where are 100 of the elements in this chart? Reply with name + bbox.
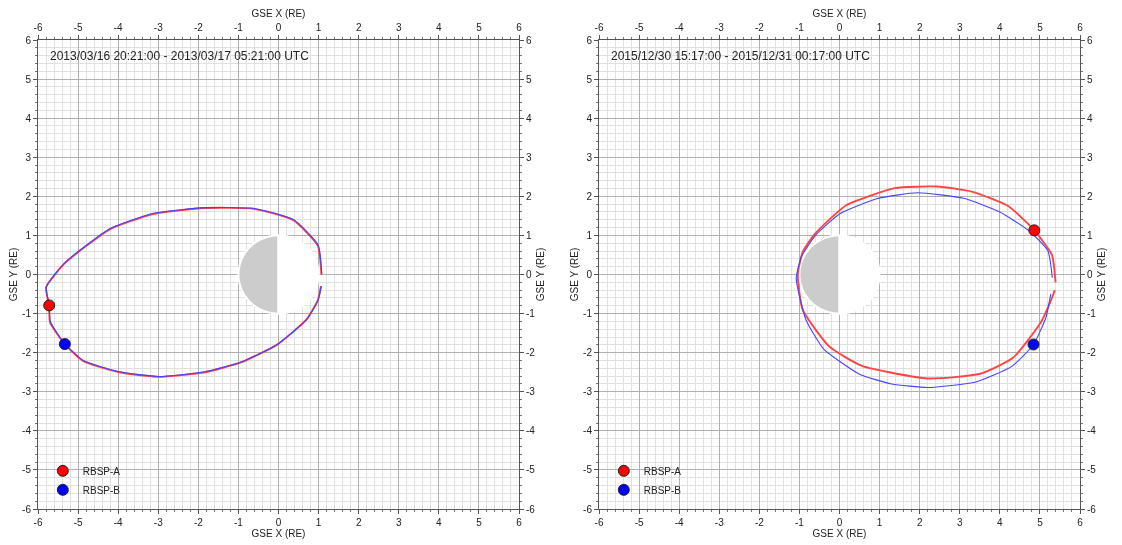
- x-tick-label: 4: [436, 22, 443, 33]
- y-tick-label: 4: [586, 112, 593, 124]
- x2-tick-label: 3: [956, 517, 963, 528]
- x-tick-label: -3: [714, 22, 725, 33]
- x2-tick-label: -3: [714, 517, 725, 528]
- y2-tick-label: 6: [526, 34, 532, 46]
- x-tick-label: -6: [594, 22, 604, 33]
- y-tick-label: 2: [25, 190, 32, 202]
- y-axis-title: GSE Y (RE): [8, 247, 20, 302]
- x2-tick-label: 1: [315, 517, 322, 528]
- x-tick-label: 1: [876, 22, 883, 33]
- y2-tick-label: -1: [526, 308, 536, 320]
- y-tick-label: 5: [586, 73, 593, 85]
- x2-tick-label: 6: [1077, 517, 1084, 528]
- y-tick-label: -1: [583, 308, 593, 320]
- y-tick-label: -4: [583, 425, 593, 437]
- y2-tick-label: -3: [1087, 386, 1097, 398]
- x2-tick-label: 0: [836, 517, 843, 528]
- y2-tick-label: 4: [1087, 112, 1093, 124]
- x2-tick-label: 4: [997, 517, 1004, 528]
- x2-tick-label: -2: [193, 517, 204, 528]
- x-tick-label: -5: [634, 22, 644, 33]
- y-tick-label: 3: [25, 151, 32, 163]
- x-axis-title: GSE X (RE): [812, 528, 867, 539]
- x-axis-title: GSE X (RE): [251, 528, 306, 539]
- y-tick-label: -5: [583, 464, 593, 476]
- y-tick-label: 2: [586, 190, 593, 202]
- y-tick-label: 0: [586, 269, 593, 280]
- x-tick-label: -4: [113, 22, 124, 33]
- x-tick-label: -2: [754, 22, 765, 33]
- y2-tick-label: -3: [526, 386, 536, 398]
- x2-tick-label: -5: [73, 517, 83, 528]
- x2-tick-label: 3: [395, 517, 402, 528]
- x2-tick-label: 5: [1037, 517, 1044, 528]
- x2-tick-label: 2: [916, 517, 923, 528]
- y2-tick-label: -5: [526, 464, 536, 476]
- text: 2013/03/16 20:21:00 - 2013/03/17 05:21:00 UTC: [50, 49, 310, 63]
- x2-tick-label: 0: [275, 517, 282, 528]
- legend-label: RBSP-B: [643, 484, 682, 496]
- x2-axis-title: GSE X (RE): [251, 8, 306, 19]
- x2-tick-label: -1: [233, 517, 244, 528]
- y2-tick-label: 1: [526, 229, 532, 241]
- y2-tick-label: -4: [526, 425, 536, 437]
- y-tick-label: 0: [25, 269, 32, 280]
- y2-tick-label: 5: [526, 73, 532, 85]
- y-tick-label: 5: [25, 73, 32, 85]
- x-tick-label: 3: [956, 22, 963, 33]
- y2-tick-label: 4: [526, 112, 532, 124]
- x2-tick-label: -2: [754, 517, 765, 528]
- y-tick-label: -4: [22, 425, 32, 437]
- y-tick-label: -1: [22, 308, 32, 320]
- y-tick-label: -6: [22, 503, 32, 515]
- y2-tick-label: 0: [526, 269, 532, 280]
- y-tick-label: 6: [25, 34, 32, 46]
- x2-tick-label: -3: [153, 517, 164, 528]
- legend-label: RBSP-B: [82, 484, 121, 496]
- x-tick-label: 6: [516, 22, 523, 33]
- x-tick-label: 4: [997, 22, 1004, 33]
- x-tick-label: 2: [355, 22, 362, 33]
- y-tick-label: -2: [22, 347, 32, 359]
- y2-tick-label: 0: [1087, 269, 1093, 280]
- legend-label: RBSP-A: [643, 465, 682, 477]
- x2-tick-label: -4: [674, 517, 685, 528]
- legend-label: RBSP-A: [82, 465, 121, 477]
- x-tick-label: 6: [1077, 22, 1084, 33]
- y-axis-title: GSE Y (RE): [569, 247, 581, 302]
- x2-tick-label: 2: [355, 517, 362, 528]
- y2-axis-title: GSE Y (RE): [1095, 247, 1107, 302]
- y-tick-label: 3: [586, 151, 593, 163]
- y-tick-label: -2: [583, 347, 593, 359]
- y2-tick-label: 2: [1087, 190, 1093, 202]
- y2-tick-label: 3: [1087, 151, 1093, 163]
- y2-tick-label: -4: [1087, 425, 1097, 437]
- y-tick-label: 4: [25, 112, 32, 124]
- x2-tick-label: -5: [634, 517, 644, 528]
- y2-tick-label: 3: [526, 151, 532, 163]
- x-tick-label: 5: [476, 22, 483, 33]
- y-tick-label: 1: [25, 229, 32, 241]
- y2-tick-label: -2: [526, 347, 536, 359]
- x-tick-label: 2: [916, 22, 923, 33]
- x-tick-label: -6: [33, 22, 43, 33]
- text: 2015/12/30 15:17:00 - 2015/12/31 00:17:00 UTC: [611, 49, 871, 63]
- y-tick-label: 6: [586, 34, 593, 46]
- x2-tick-label: -6: [594, 517, 604, 528]
- y-tick-label: -5: [22, 464, 32, 476]
- y-tick-label: -6: [583, 503, 593, 515]
- y2-tick-label: -2: [1087, 347, 1097, 359]
- x-tick-label: 5: [1037, 22, 1044, 33]
- y-tick-label: 1: [586, 229, 593, 241]
- x2-tick-label: -6: [33, 517, 43, 528]
- y2-axis-title: GSE Y (RE): [534, 247, 546, 302]
- x-tick-label: -5: [73, 22, 83, 33]
- x2-tick-label: -1: [794, 517, 805, 528]
- x-tick-label: 1: [315, 22, 322, 33]
- x-tick-label: -2: [193, 22, 204, 33]
- y2-tick-label: -1: [1087, 308, 1097, 320]
- x2-tick-label: -4: [113, 517, 124, 528]
- x2-tick-label: 1: [876, 517, 883, 528]
- y2-tick-label: 6: [1087, 34, 1093, 46]
- x-tick-label: 3: [395, 22, 402, 33]
